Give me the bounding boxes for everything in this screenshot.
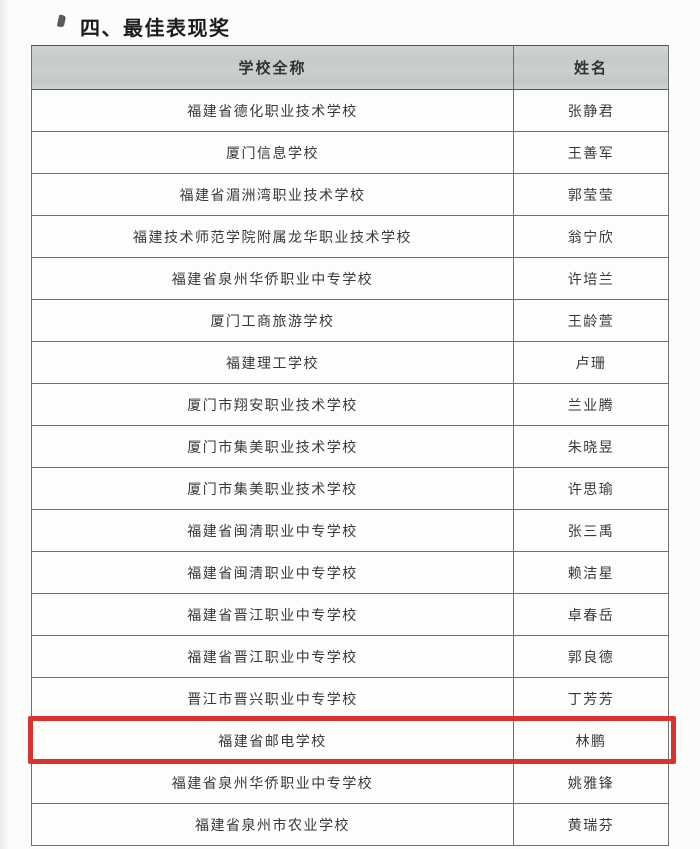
school-cell: 厦门工商旅游学校 <box>31 299 514 342</box>
table-row: 福建省闽清职业中专学校 张三禹 <box>31 509 669 552</box>
table-row: 福建省闽清职业中专学校 赖洁星 <box>31 551 669 594</box>
school-cell: 福建省泉州华侨职业中专学校 <box>31 257 514 300</box>
award-table: 学校全称 姓名 福建省德化职业技术学校 张静君 厦门信息学校 王善军 福建省湄洲… <box>31 45 669 846</box>
table-row: 福建省泉州市农业学校 黄瑞芬 <box>31 803 669 846</box>
name-cell: 卢珊 <box>513 341 669 384</box>
table-row: 厦门市集美职业技术学校 朱晓昱 <box>31 425 669 468</box>
name-cell: 张三禹 <box>513 509 669 552</box>
header-row: 学校全称 姓名 <box>31 45 669 90</box>
table-row: 福建省湄洲湾职业技术学校 郭莹莹 <box>31 173 669 216</box>
school-cell: 福建省泉州市农业学校 <box>31 803 514 846</box>
school-cell: 福建省闽清职业中专学校 <box>31 551 514 594</box>
school-cell: 福建省晋江职业中专学校 <box>31 635 514 678</box>
table-row: 福建省晋江职业中专学校 卓春岳 <box>31 593 669 636</box>
table-header: 学校全称 姓名 <box>31 45 669 90</box>
table-row: 福建省邮电学校 林鹏 <box>31 719 669 762</box>
table-row: 福建省泉州华侨职业中专学校 许培兰 <box>31 257 669 300</box>
school-cell: 福建省德化职业技术学校 <box>31 89 514 132</box>
name-cell: 王善军 <box>513 131 669 174</box>
table-row: 福建省泉州华侨职业中专学校 姚雅锋 <box>31 761 669 804</box>
name-cell: 郭良德 <box>513 635 669 678</box>
col-header-name: 姓名 <box>513 45 669 90</box>
table-row: 福建省德化职业技术学校 张静君 <box>31 89 669 132</box>
table-row: 福建技术师范学院附属龙华职业技术学校 翁宁欣 <box>31 215 669 258</box>
name-cell: 张静君 <box>513 89 669 132</box>
school-cell: 福建省闽清职业中专学校 <box>31 509 514 552</box>
school-cell: 福建省湄洲湾职业技术学校 <box>31 173 514 216</box>
table-body: 福建省德化职业技术学校 张静君 厦门信息学校 王善军 福建省湄洲湾职业技术学校 … <box>31 89 669 846</box>
school-cell: 厦门信息学校 <box>31 131 514 174</box>
name-cell: 朱晓昱 <box>513 425 669 468</box>
school-cell: 福建省晋江职业中专学校 <box>31 593 514 636</box>
name-cell: 卓春岳 <box>513 593 669 636</box>
school-cell: 福建省泉州华侨职业中专学校 <box>31 761 514 804</box>
table-row: 厦门工商旅游学校 王龄萱 <box>31 299 669 342</box>
name-cell: 姚雅锋 <box>513 761 669 804</box>
section-title: 四、最佳表现奖 <box>80 18 231 40</box>
name-cell: 丁芳芳 <box>513 677 669 720</box>
name-cell: 郭莹莹 <box>513 173 669 216</box>
name-cell: 林鹏 <box>513 719 669 762</box>
table-row: 厦门市集美职业技术学校 许思瑜 <box>31 467 669 510</box>
school-cell: 福建省邮电学校 <box>31 719 514 762</box>
school-cell: 厦门市翔安职业技术学校 <box>31 383 514 426</box>
name-cell: 兰业腾 <box>513 383 669 426</box>
col-header-school: 学校全称 <box>31 45 514 90</box>
name-cell: 黄瑞芬 <box>513 803 669 846</box>
school-cell: 福建理工学校 <box>31 341 514 384</box>
table-row: 福建省晋江职业中专学校 郭良德 <box>31 635 669 678</box>
name-cell: 王龄萱 <box>513 299 669 342</box>
name-cell: 翁宁欣 <box>513 215 669 258</box>
table-row: 厦门信息学校 王善军 <box>31 131 669 174</box>
school-cell: 福建技术师范学院附属龙华职业技术学校 <box>31 215 514 258</box>
school-cell: 晋江市晋兴职业中专学校 <box>31 677 514 720</box>
school-cell: 厦门市集美职业技术学校 <box>31 467 514 510</box>
name-cell: 许培兰 <box>513 257 669 300</box>
table-row: 厦门市翔安职业技术学校 兰业腾 <box>31 383 669 426</box>
table-row: 福建理工学校 卢珊 <box>31 341 669 384</box>
scan-artifact <box>56 14 67 28</box>
table-row: 晋江市晋兴职业中专学校 丁芳芳 <box>31 677 669 720</box>
name-cell: 许思瑜 <box>513 467 669 510</box>
name-cell: 赖洁星 <box>513 551 669 594</box>
school-cell: 厦门市集美职业技术学校 <box>31 425 514 468</box>
